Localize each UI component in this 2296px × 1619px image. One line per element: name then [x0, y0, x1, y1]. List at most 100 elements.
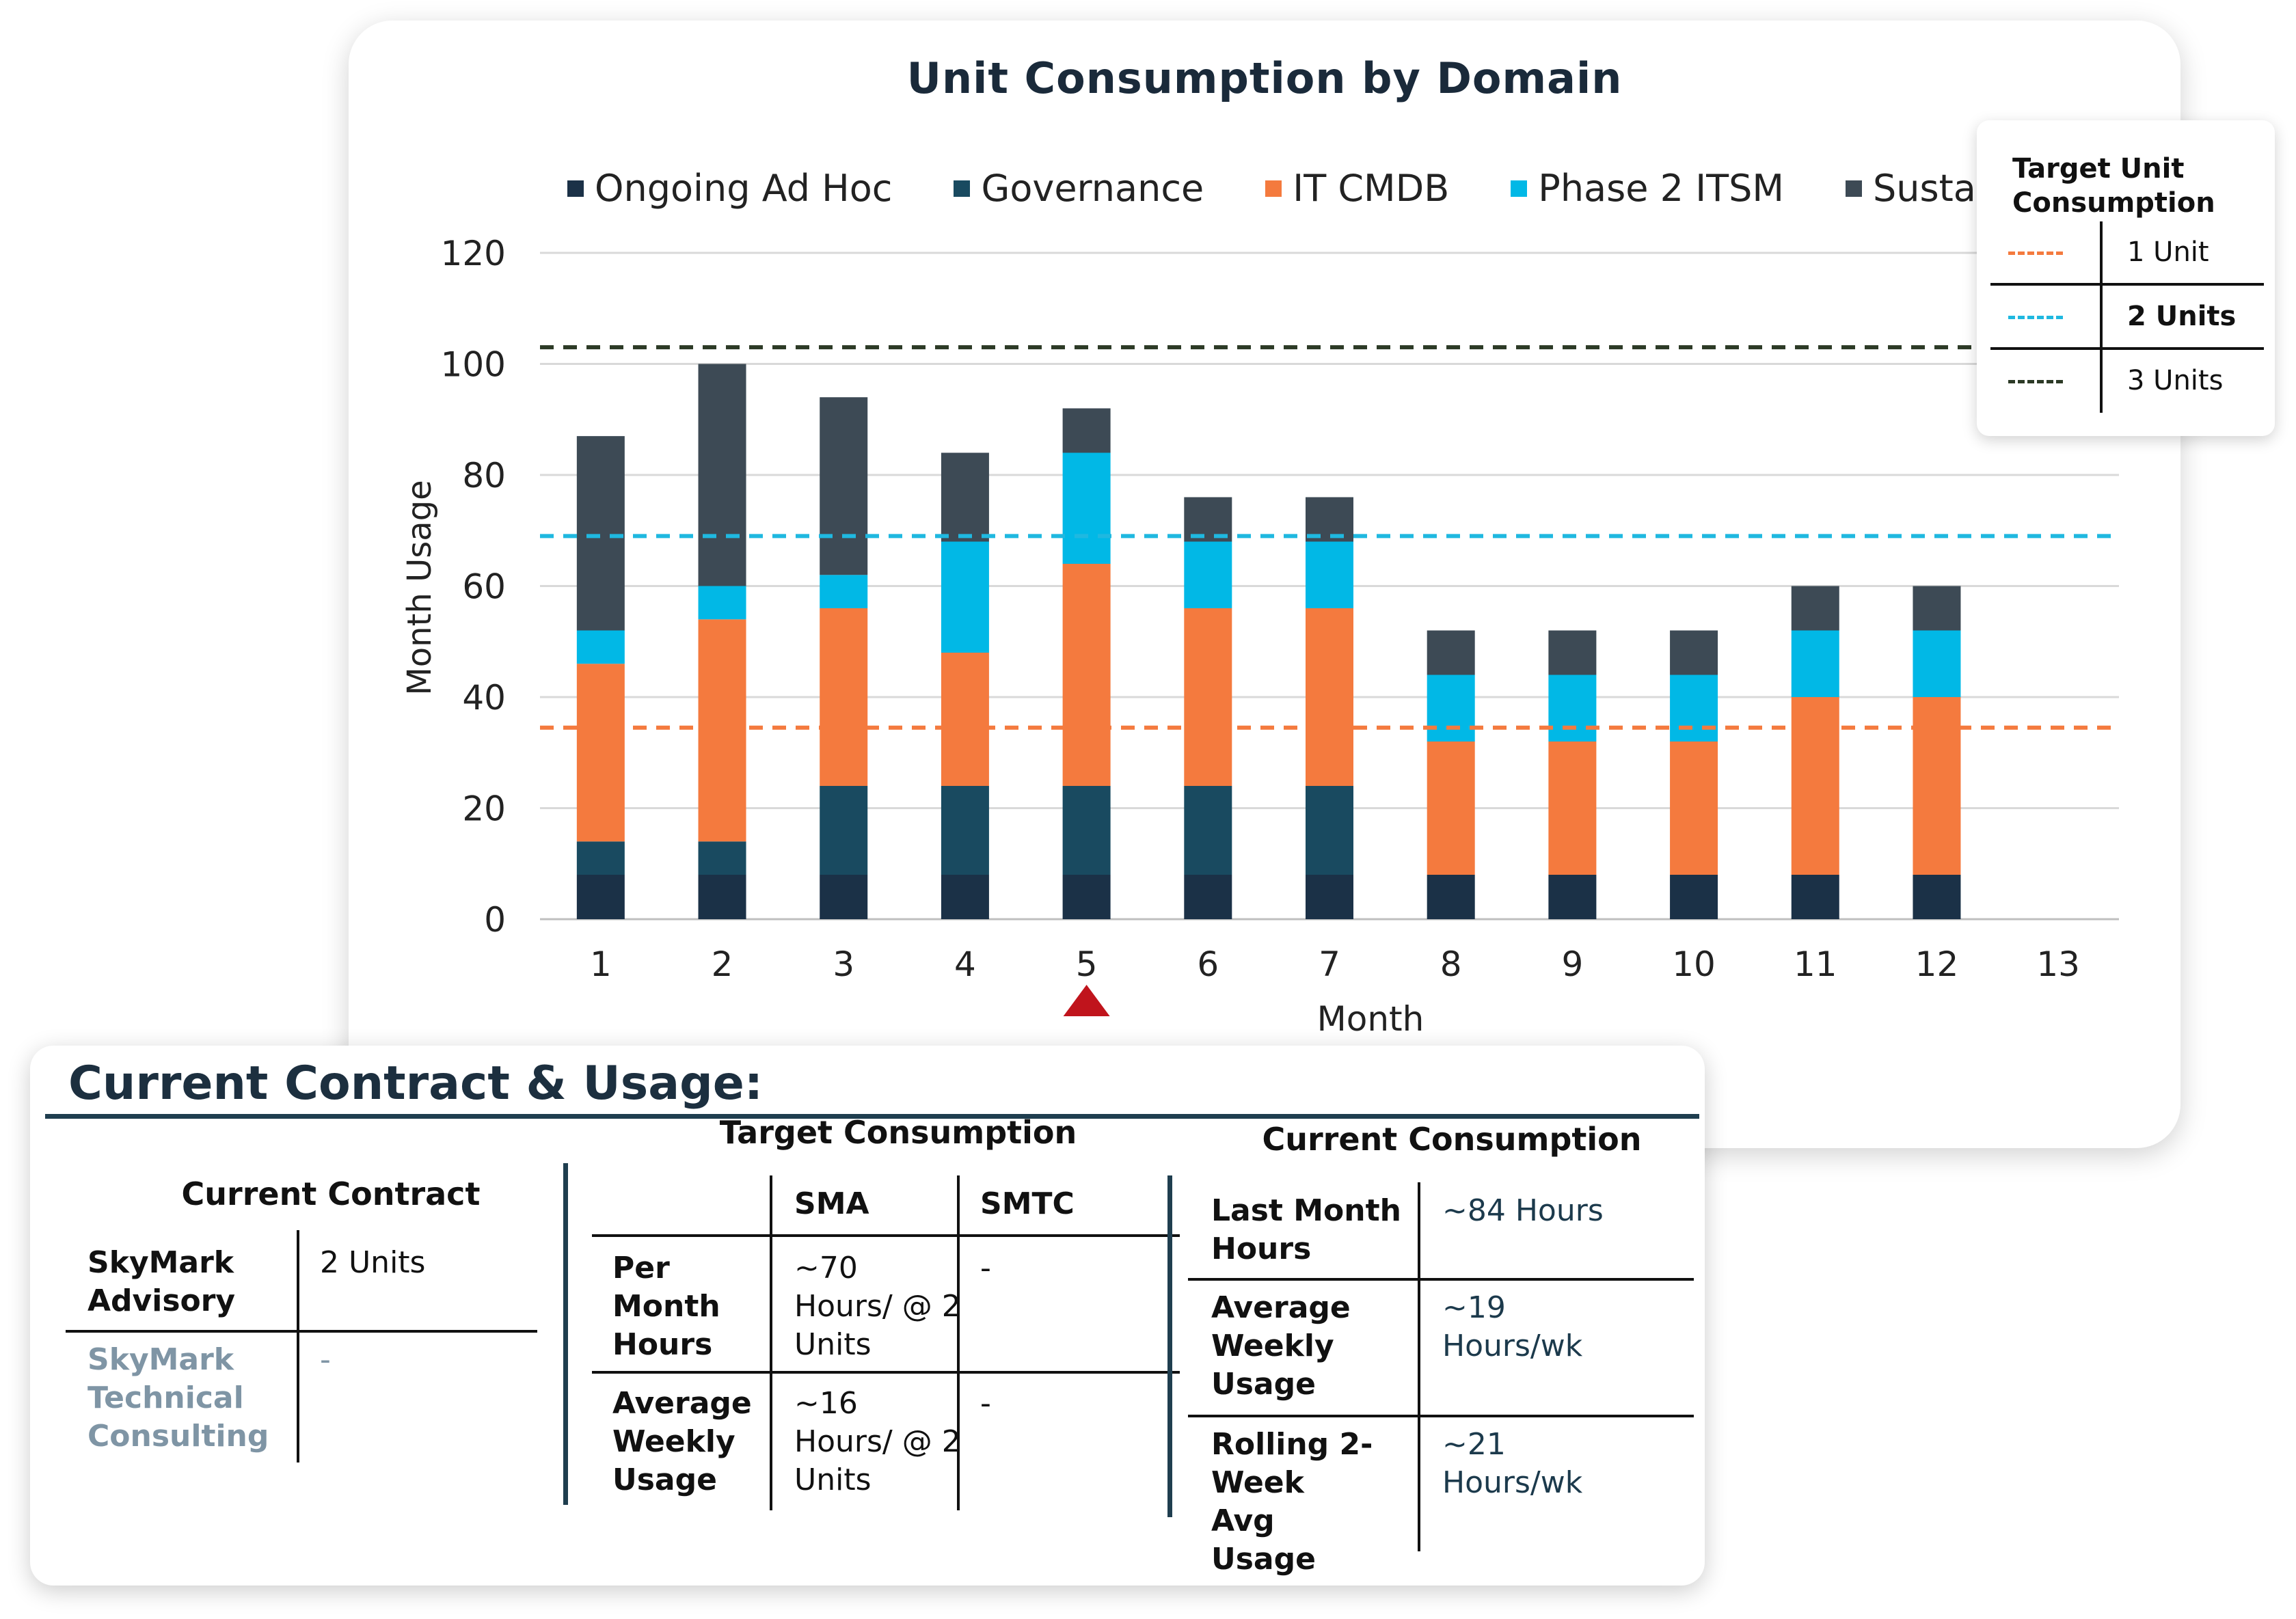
legend-swatch [1845, 180, 1862, 197]
y-tick-label: 20 [462, 789, 506, 829]
table-rule [592, 1371, 1180, 1374]
legend-swatch [1265, 180, 1282, 197]
current-contract-heading: Current Contract [181, 1175, 481, 1212]
bar-segment [1670, 742, 1718, 875]
x-tick-label: 2 [712, 944, 733, 984]
target-legend-label: 2 Units [2127, 301, 2237, 332]
section-separator [1167, 1175, 1172, 1517]
target-legend-row: 2 Units [1990, 286, 2264, 350]
dash-line-icon [2008, 316, 2063, 319]
legend-separator [1990, 283, 2264, 286]
contract-usage-title: Current Contract & Usage: [68, 1057, 764, 1111]
bar-segment [1548, 675, 1597, 742]
bar-segment [1791, 586, 1839, 631]
bar-segment [576, 841, 625, 875]
target-row-smtc: - [980, 1251, 991, 1285]
bar-segment [1670, 875, 1718, 919]
legend-item: Ongoing Ad Hoc [567, 167, 892, 210]
bar-segment [820, 397, 868, 575]
bar-segment [698, 875, 746, 919]
x-tick-label: 9 [1561, 944, 1583, 984]
bar-segment [1184, 541, 1232, 608]
bar-segment [1913, 875, 1961, 919]
bar-segment [1306, 541, 1353, 608]
bar-segment [820, 575, 868, 608]
target-row-name: Per Month Hours [612, 1251, 720, 1362]
legend-label: Governance [981, 167, 1204, 210]
contract-name: SkyMark Technical Consulting [87, 1342, 269, 1454]
y-tick-label: 80 [462, 456, 506, 495]
bar-segment [1427, 742, 1475, 875]
legend-item: Governance [954, 167, 1204, 210]
x-tick-label: 4 [954, 944, 976, 984]
bar-segment [941, 653, 989, 786]
legend-label: Phase 2 ITSM [1538, 167, 1784, 210]
contract-value: 2 Units [320, 1245, 426, 1280]
bar-segment [576, 875, 625, 919]
contract-name: SkyMark Advisory [87, 1245, 236, 1318]
title-rule [45, 1114, 1699, 1119]
bar-segment [698, 364, 746, 586]
legend-divider [2100, 286, 2103, 349]
bar-segment [941, 786, 989, 875]
y-tick-label: 0 [484, 900, 506, 940]
table-divider [1418, 1182, 1420, 1551]
bar-segment [1062, 452, 1111, 564]
contract-usage-card: Current Contract & Usage: Current Contra… [30, 1046, 1705, 1586]
y-tick-label: 120 [441, 234, 506, 273]
bar-segment [1427, 875, 1475, 919]
target-legend-label: 3 Units [2127, 365, 2224, 396]
bar-segment [1184, 786, 1232, 875]
bar-segment [1791, 630, 1839, 697]
current-row-value: ~21 Hours/wk [1442, 1427, 1583, 1500]
legend-label: IT CMDB [1293, 167, 1450, 210]
x-tick-label: 1 [590, 944, 612, 984]
bar-segment [941, 541, 989, 653]
x-tick-label: 3 [833, 944, 854, 984]
bar-segment [1548, 875, 1597, 919]
bar-segment [820, 786, 868, 875]
bar-segment [1670, 630, 1718, 675]
legend-label: Ongoing Ad Hoc [595, 167, 893, 210]
y-tick-label: 60 [462, 567, 506, 607]
x-tick-label: 7 [1319, 944, 1340, 984]
bar-segment [1062, 408, 1111, 453]
x-tick-label: 5 [1076, 944, 1098, 984]
bar-segment [1062, 786, 1111, 875]
current-row-name: Average Weekly Usage [1211, 1290, 1351, 1402]
legend-item: IT CMDB [1265, 167, 1449, 210]
legend-swatch [1511, 180, 1528, 197]
legend-swatch [954, 180, 971, 197]
x-axis-label: Month [1317, 999, 1424, 1039]
column-header-smtc: SMTC [980, 1186, 1075, 1221]
current-row-name: Last Month Hours [1211, 1193, 1401, 1266]
section-separator [563, 1163, 568, 1505]
table-divider [957, 1175, 960, 1510]
bar-segment [1427, 675, 1475, 742]
current-consumption-heading: Current Consumption [1262, 1121, 1642, 1158]
bar-segment [941, 875, 989, 919]
bar-segment [1913, 697, 1961, 875]
table-divider [770, 1175, 772, 1510]
legend-divider [2100, 350, 2103, 413]
bar-segment [698, 586, 746, 620]
current-row-value: ~84 Hours [1442, 1193, 1604, 1228]
column-header-sma: SMA [794, 1186, 869, 1221]
bar-segment [576, 664, 625, 842]
bar-segment [1670, 675, 1718, 742]
y-axis-label: Month Usage [401, 480, 439, 695]
chart-legend: Ongoing Ad Hoc Governance IT CMDB Phase … [567, 167, 2106, 210]
bar-segment [698, 619, 746, 842]
bar-segment [1913, 586, 1961, 631]
bar-segment [1306, 875, 1353, 919]
x-tick-label: 13 [2036, 944, 2080, 984]
target-unit-legend: Target Unit Consumption 1 Unit 2 Units 3… [1977, 120, 2275, 436]
dash-line-icon [2008, 380, 2063, 383]
bar-segment [1062, 564, 1111, 786]
bar-segment [698, 841, 746, 875]
y-tick-label: 100 [441, 345, 506, 385]
x-tick-label: 10 [1672, 944, 1716, 984]
bar-segment [1062, 875, 1111, 919]
legend-divider [2100, 221, 2103, 284]
